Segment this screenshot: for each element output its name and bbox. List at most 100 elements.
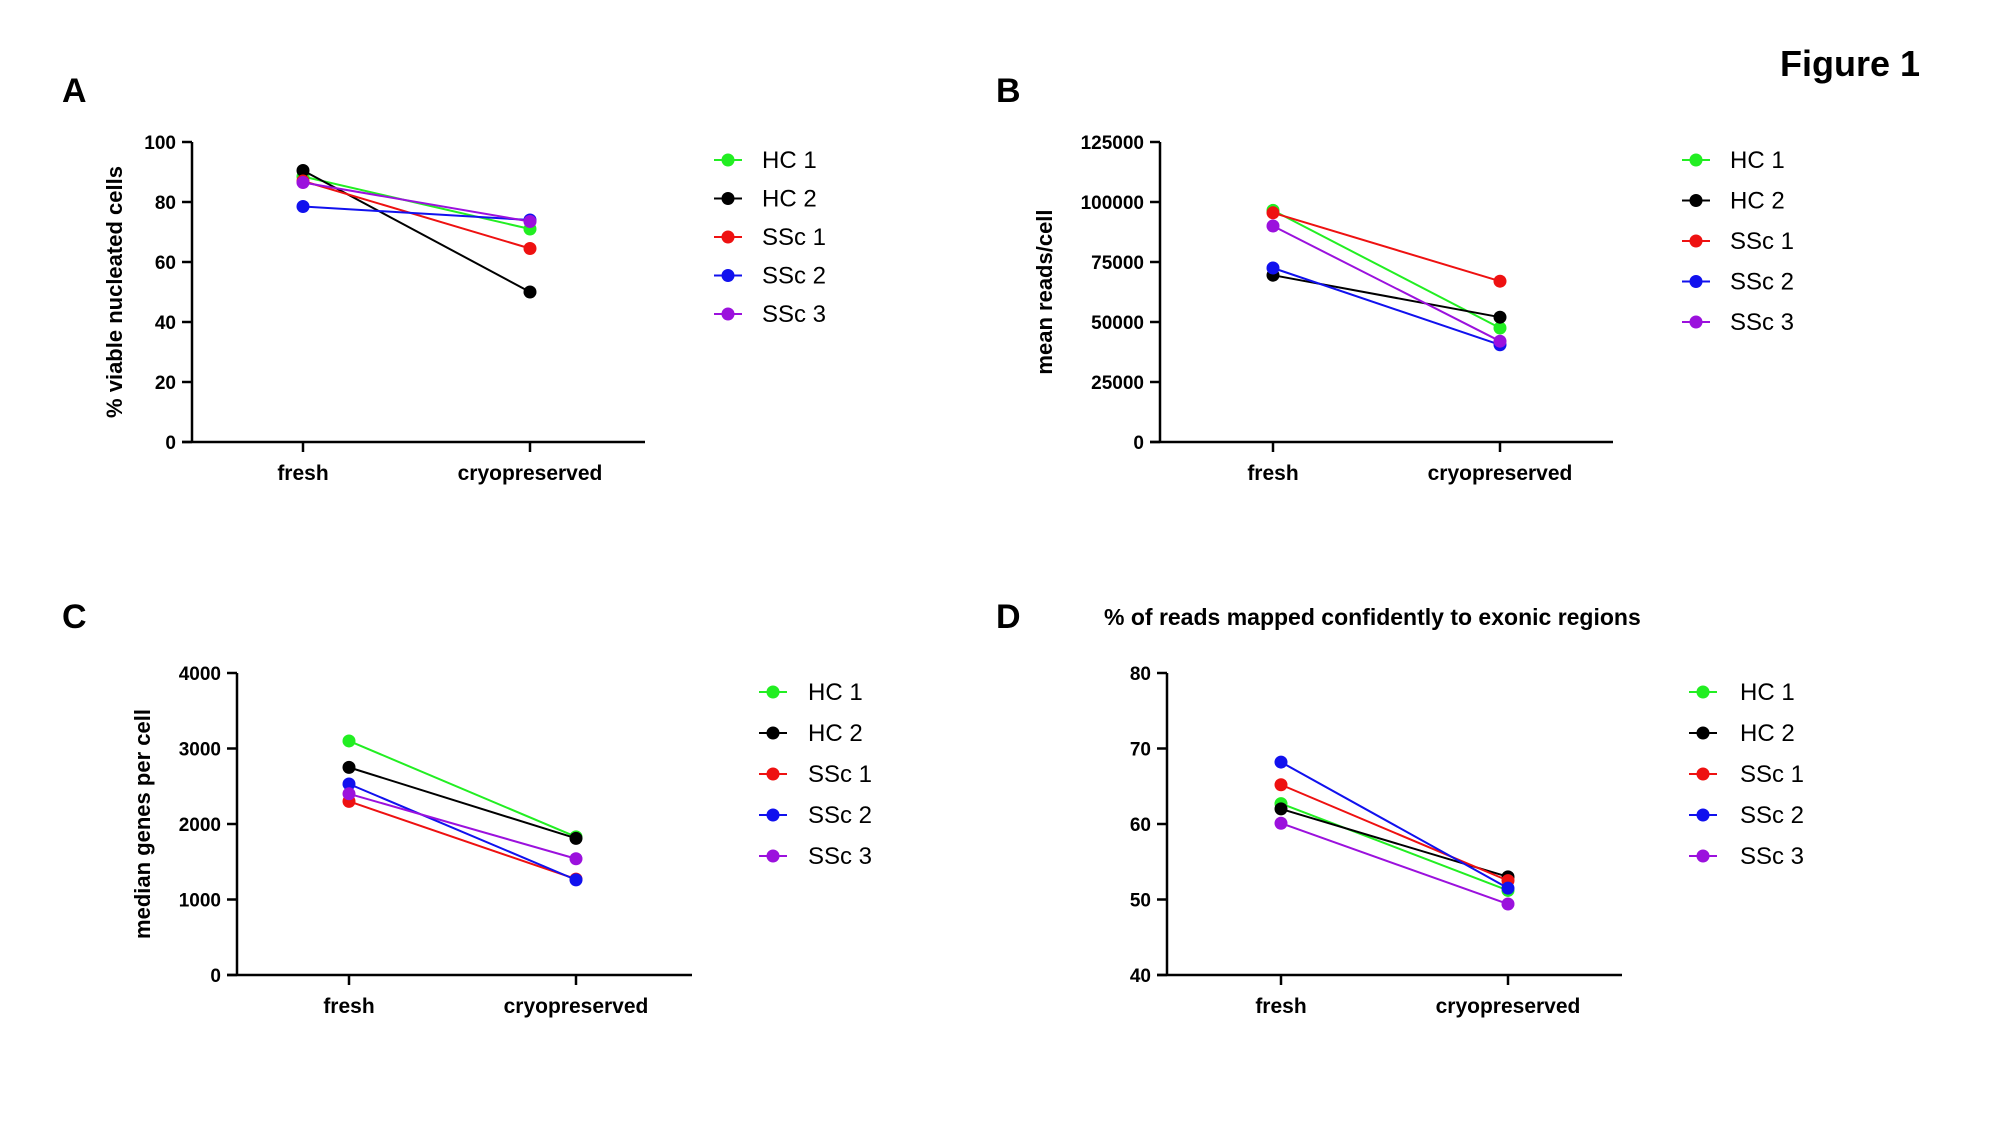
x-tick-label: cryopreserved	[1436, 995, 1581, 1018]
x-tick-label: fresh	[323, 995, 374, 1018]
y-tick-label: 100000	[1081, 193, 1144, 214]
series-line	[302, 205, 531, 221]
legend-marker	[1689, 275, 1703, 288]
series-line	[348, 792, 577, 860]
y-tick-label: 0	[165, 433, 176, 454]
legend-label: SSc 1	[808, 761, 872, 788]
y-tick-label: 50000	[1091, 313, 1144, 334]
y-tick-label: 70	[1130, 740, 1151, 761]
legend-label: HC 1	[762, 147, 817, 174]
legend-label: SSc 1	[1740, 761, 1804, 788]
legend-marker	[1696, 767, 1710, 781]
legend-marker	[766, 808, 780, 822]
legend-marker	[1696, 849, 1710, 863]
figure-title: Figure 1	[1780, 43, 1920, 84]
x-tick-label: cryopreserved	[458, 462, 603, 485]
panel-title: % of reads mapped confidently to exonic …	[1104, 604, 1641, 630]
legend-marker	[1689, 315, 1703, 329]
panel-letter: A	[62, 72, 87, 110]
y-tick-label: 60	[1130, 815, 1151, 836]
series-line	[1280, 783, 1509, 882]
legend-marker	[1696, 685, 1710, 699]
panel-letter: B	[996, 72, 1021, 110]
legend-marker	[721, 192, 735, 205]
data-point	[1274, 816, 1288, 830]
y-tick-label: 100	[144, 133, 176, 154]
data-point	[1266, 206, 1280, 220]
y-tick-label: 40	[155, 313, 176, 334]
panels-group: A % viable nucleated cells 0 20 40 60 80 100 fre…	[62, 72, 1804, 1018]
series-line	[1280, 761, 1509, 890]
data-point	[1266, 261, 1280, 275]
y-axis-label: median genes per cell	[130, 709, 155, 939]
legend-label: SSc 1	[1730, 228, 1794, 255]
series-line	[348, 783, 577, 881]
y-axis-label: % viable nucleated cells	[102, 166, 127, 418]
data-point	[1274, 778, 1288, 792]
data-point	[342, 787, 356, 801]
y-tick-label: 20	[155, 373, 176, 394]
data-point	[569, 852, 583, 866]
series-line	[1272, 274, 1501, 319]
legend-marker	[1689, 234, 1703, 248]
x-tick-label: fresh	[277, 462, 328, 485]
series-line	[348, 766, 577, 840]
legend-label: SSc 3	[762, 301, 826, 328]
x-tick-label: fresh	[1247, 462, 1298, 485]
y-tick-label: 1000	[179, 891, 221, 912]
data-point	[296, 176, 310, 189]
x-tick-label: cryopreserved	[504, 995, 649, 1018]
legend-marker	[1689, 153, 1703, 167]
legend-marker	[721, 230, 735, 244]
panel-a: A % viable nucleated cells 0 20 40 60 80 100 fre…	[62, 72, 826, 485]
data-point	[342, 734, 356, 748]
legend-label: HC 2	[1730, 188, 1785, 215]
series-line	[302, 181, 531, 223]
panel-letter: D	[996, 598, 1021, 636]
data-point	[1493, 334, 1507, 348]
legend-label: SSc 3	[1730, 309, 1794, 336]
legend-label: SSc 2	[762, 263, 826, 290]
legend-marker	[1689, 194, 1703, 207]
legend-label: SSc 2	[1740, 802, 1804, 829]
legend-label: SSc 2	[1730, 269, 1794, 296]
data-point	[1493, 321, 1507, 335]
series-line	[1280, 802, 1509, 892]
series-line	[302, 180, 531, 250]
legend-marker	[766, 767, 780, 781]
legend-marker	[1696, 726, 1710, 740]
x-tick-label: fresh	[1255, 995, 1306, 1018]
series-line	[348, 740, 577, 838]
legend-marker	[721, 307, 735, 321]
panel-d: D % of reads mapped confidently to exonic…	[996, 598, 1804, 1018]
y-tick-label: 125000	[1081, 133, 1144, 154]
legend-label: HC 2	[1740, 720, 1795, 747]
data-point	[1274, 802, 1288, 816]
data-point	[1493, 274, 1507, 288]
data-point	[523, 215, 537, 228]
series-line	[1272, 209, 1501, 329]
data-point	[296, 164, 310, 177]
series-line	[302, 169, 531, 293]
y-tick-label: 40	[1130, 966, 1151, 987]
legend-label: SSc 3	[808, 843, 872, 870]
y-tick-label: 75000	[1091, 253, 1144, 274]
data-point	[1501, 897, 1515, 911]
y-tick-label: 4000	[179, 664, 221, 685]
y-tick-label: 2000	[179, 815, 221, 836]
series-line	[1272, 267, 1501, 346]
legend-marker	[721, 153, 735, 167]
legend-marker	[721, 269, 735, 282]
x-tick-label: cryopreserved	[1428, 462, 1573, 485]
y-tick-label: 50	[1130, 891, 1151, 912]
legend-marker	[766, 849, 780, 863]
data-point	[523, 242, 537, 255]
y-axis-label: mean reads/cell	[1032, 209, 1057, 374]
legend-label: HC 2	[762, 186, 817, 213]
y-tick-label: 80	[155, 193, 176, 214]
data-point	[1274, 755, 1288, 769]
series-line	[1272, 225, 1501, 343]
data-point	[1493, 310, 1507, 324]
